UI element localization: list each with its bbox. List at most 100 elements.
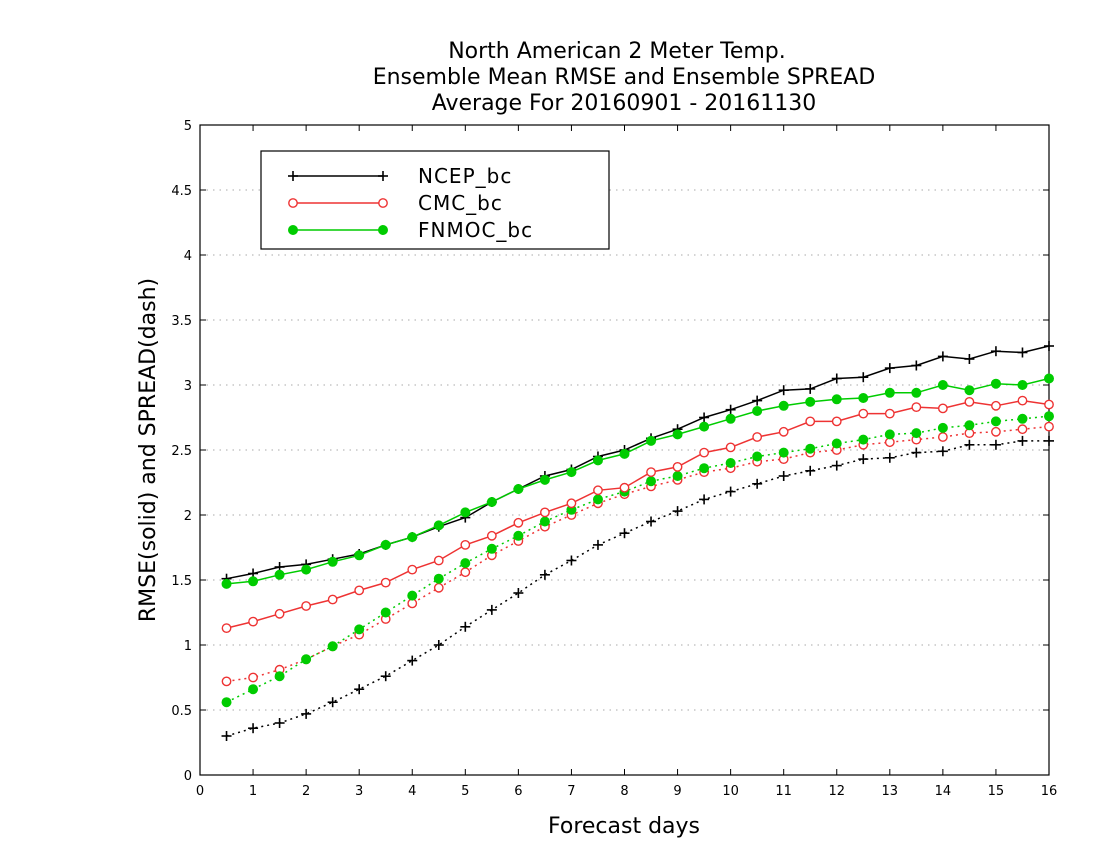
point-ncep-bc-spread-6	[380, 671, 391, 682]
point-fnmoc-bc-rmse-19	[725, 413, 736, 424]
axis-ticks	[199, 124, 1050, 776]
x-axis-label: Forecast days	[548, 814, 700, 839]
point-fnmoc-bc-rmse-30	[1017, 379, 1028, 390]
x-tick-label: 15	[988, 784, 1005, 799]
legend-marker-fnmoc-bc-start	[287, 224, 298, 235]
point-fnmoc-bc-rmse-28	[964, 385, 975, 396]
point-fnmoc-bc-spread-19	[725, 457, 736, 468]
y-tick-label: 0	[184, 769, 192, 784]
point-ncep-bc-rmse-23	[831, 373, 842, 384]
y-tick-label: 1.5	[171, 574, 192, 589]
point-fnmoc-bc-spread-17	[672, 470, 683, 481]
point-cmc-bc-spread-9	[460, 567, 471, 578]
point-ncep-bc-spread-18	[699, 494, 710, 505]
point-fnmoc-bc-rmse-29	[990, 378, 1001, 389]
point-fnmoc-bc-rmse-18	[699, 421, 710, 432]
point-fnmoc-bc-rmse-24	[858, 392, 869, 403]
point-fnmoc-bc-spread-7	[407, 590, 418, 601]
point-cmc-bc-rmse-29	[991, 400, 1001, 411]
x-tick-label: 0	[196, 784, 204, 799]
point-fnmoc-bc-spread-12	[539, 516, 550, 527]
point-ncep-bc-rmse-31	[1044, 341, 1054, 351]
point-fnmoc-bc-rmse-3	[301, 564, 312, 575]
point-ncep-bc-spread-13	[566, 555, 577, 566]
point-ncep-bc-spread-7	[407, 655, 418, 666]
point-cmc-bc-rmse-11	[513, 517, 524, 528]
point-cmc-bc-rmse-25	[884, 408, 895, 419]
point-cmc-bc-rmse-16	[646, 467, 656, 477]
point-cmc-bc-spread-30	[1017, 424, 1028, 435]
y-tick-label: 5	[184, 119, 192, 134]
point-fnmoc-bc-spread-24	[858, 434, 869, 445]
point-fnmoc-bc-spread-9	[460, 558, 471, 569]
point-fnmoc-bc-spread-1	[248, 684, 259, 695]
point-ncep-bc-rmse-28	[964, 354, 975, 364]
point-fnmoc-bc-spread-6	[380, 607, 391, 618]
line-ncep-bc-rmse	[226, 345, 1050, 580]
line-fnmoc-bc-spread	[226, 415, 1050, 703]
point-ncep-bc-rmse-30	[1017, 347, 1028, 358]
y-tick-label: 4.5	[171, 184, 192, 199]
point-cmc-bc-rmse-0	[221, 623, 232, 633]
point-fnmoc-bc-spread-25	[884, 429, 895, 440]
point-fnmoc-bc-spread-20	[752, 451, 763, 462]
point-ncep-bc-rmse-29	[990, 346, 1001, 357]
point-cmc-bc-rmse-22	[805, 416, 816, 427]
point-ncep-bc-spread-30	[1017, 435, 1028, 446]
point-ncep-bc-spread-1	[248, 723, 259, 734]
point-ncep-bc-rmse-21	[778, 385, 789, 396]
point-fnmoc-bc-spread-29	[990, 416, 1001, 427]
point-ncep-bc-spread-17	[672, 506, 683, 517]
point-ncep-bc-spread-16	[646, 516, 657, 527]
point-ncep-bc-spread-27	[937, 446, 948, 457]
point-fnmoc-bc-rmse-20	[752, 405, 763, 416]
point-fnmoc-bc-rmse-12	[539, 474, 550, 485]
point-fnmoc-bc-rmse-8	[433, 520, 444, 531]
point-cmc-bc-spread-29	[991, 426, 1001, 437]
legend-box	[260, 150, 610, 250]
point-fnmoc-bc-rmse-6	[380, 539, 391, 550]
legend-marker-ncep-bc-start	[288, 171, 298, 181]
point-cmc-bc-rmse-2	[274, 608, 285, 619]
point-fnmoc-bc-rmse-5	[354, 550, 365, 561]
point-ncep-bc-spread-0	[221, 731, 232, 741]
point-fnmoc-bc-rmse-31	[1044, 373, 1055, 384]
point-ncep-bc-spread-14	[592, 539, 603, 550]
point-cmc-bc-rmse-5	[354, 585, 365, 596]
point-cmc-bc-rmse-12	[540, 507, 550, 518]
series-ncep-bc-rmse	[221, 341, 1054, 584]
point-fnmoc-bc-spread-27	[937, 422, 948, 433]
point-ncep-bc-spread-24	[858, 454, 869, 465]
point-fnmoc-bc-rmse-7	[407, 532, 418, 543]
point-ncep-bc-spread-28	[964, 439, 975, 450]
point-cmc-bc-rmse-23	[831, 416, 842, 427]
x-tick-label: 12	[828, 784, 845, 799]
point-cmc-bc-rmse-28	[964, 396, 975, 407]
point-ncep-bc-spread-12	[539, 569, 550, 580]
y-tick-label: 4	[184, 249, 192, 264]
point-cmc-bc-spread-0	[221, 676, 232, 687]
point-ncep-bc-rmse-24	[858, 372, 869, 383]
point-ncep-bc-spread-3	[301, 708, 312, 719]
point-fnmoc-bc-spread-26	[911, 428, 922, 439]
point-cmc-bc-rmse-15	[619, 482, 630, 493]
x-tick-label: 11	[775, 784, 792, 799]
legend-label-ncep-bc: NCEP_bc	[418, 164, 512, 188]
point-fnmoc-bc-spread-2	[274, 671, 285, 682]
legend-marker-ncep-bc-end	[378, 171, 388, 181]
point-fnmoc-bc-spread-30	[1017, 413, 1028, 424]
point-cmc-bc-rmse-14	[593, 485, 603, 496]
x-tick-label: 1	[249, 784, 257, 799]
point-cmc-bc-rmse-19	[725, 442, 736, 453]
point-ncep-bc-spread-9	[460, 621, 471, 632]
point-ncep-bc-rmse-19	[725, 404, 736, 415]
line-cmc-bc-spread	[226, 425, 1050, 683]
point-cmc-bc-rmse-21	[778, 426, 789, 437]
point-ncep-bc-spread-5	[354, 684, 365, 695]
point-ncep-bc-rmse-22	[805, 383, 816, 394]
point-ncep-bc-spread-20	[752, 478, 763, 489]
point-cmc-bc-spread-8	[433, 582, 444, 593]
legend-item-cmc-bc: CMC_bc	[288, 191, 502, 215]
point-ncep-bc-spread-23	[831, 460, 842, 471]
